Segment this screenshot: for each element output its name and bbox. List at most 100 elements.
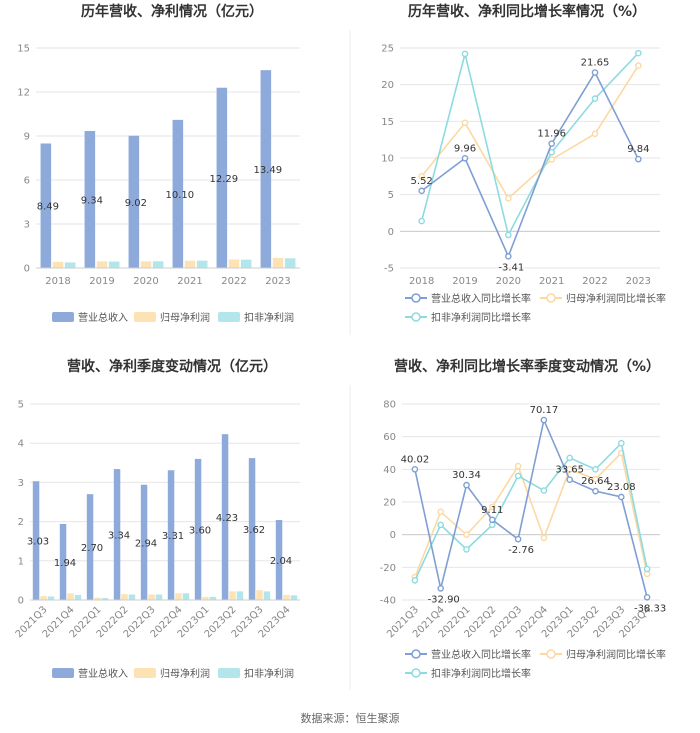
quarterly-bar-deducted [47,596,55,600]
quarterly-data-label: 1.94 [54,558,76,569]
annual_growth-point-2 [635,49,642,57]
quarterly-bar-revenue [194,458,202,600]
quarterly-bar-netprofit [229,591,236,600]
quarterly-data-label: 2.94 [135,538,157,549]
annual-legend-swatch [52,312,74,322]
annual_growth-data-label: -3.41 [498,262,524,273]
quarterly_growth-point-0 [463,481,470,489]
quarterly_growth-data-label: 26.64 [581,476,610,487]
annual-legend-label: 归母净利润 [160,311,210,324]
quarterly-bar-revenue [59,523,67,600]
quarterly_growth-title: 营收、净利同比增长率季度变动情况（%） [394,358,660,375]
annual-xtick-label: 2021 [177,276,202,287]
annual-bar-netprofit [228,259,240,268]
annual_growth-series-line-0 [421,70,640,259]
annual_growth-point-1 [548,156,555,163]
quarterly_growth-point-2 [540,487,548,494]
annual-bar-revenue [128,135,140,268]
annual-bar-netprofit [52,261,64,268]
annual-data-label: 9.34 [81,196,103,207]
annual_growth-data-label: 9.84 [627,144,649,155]
quarterly_growth-point-2 [592,466,599,473]
annual-bar-deducted [152,261,164,268]
annual_growth-point-2 [505,231,512,239]
annual-bar-revenue [40,143,52,268]
quarterly_growth-data-label: 9.11 [481,505,503,516]
quarterly_growth-ytick-label: -40 [380,596,396,607]
annual_growth-xtick-label: 2019 [452,276,477,287]
quarterly_growth-legend-label: 扣非净利润同比增长率 [431,667,531,680]
quarterly_growth-series-line-2 [414,441,648,581]
annual_growth-point-1 [461,119,469,127]
annual-data-label: 9.02 [125,198,147,209]
annual_growth-point-0 [591,69,599,76]
quarterly_growth-series-line-0 [414,417,648,598]
annual-data-label: 10.10 [166,190,195,201]
quarterly-ytick-label: 3 [18,478,24,489]
quarterly_growth-point-2 [566,454,574,462]
annual-bar-netprofit [140,261,152,268]
quarterly-ytick-label: 0 [18,596,24,607]
quarterly-ytick-label: 4 [18,439,24,450]
quarterly_growth-series-line-1 [414,451,648,578]
quarterly-bar-revenue [32,481,40,600]
quarterly_growth-data-label: 30.34 [452,470,481,481]
annual_growth-point-2 [591,95,599,102]
annual_growth-xtick-label: 2020 [496,276,521,287]
quarterly_growth-point-1 [437,508,445,516]
quarterly-ytick-label: 1 [18,556,24,567]
annual-xtick-label: 2018 [45,276,70,287]
quarterly_growth-point-0 [566,476,574,484]
annual_growth-ytick-label: 10 [381,154,394,165]
quarterly_growth-legend-marker [411,649,421,659]
quarterly_growth-point-2 [643,565,651,573]
annual-bar-deducted [64,262,76,268]
annual-ytick-label: 9 [24,132,30,143]
annual_growth-point-2 [418,217,425,225]
quarterly_growth-point-0 [411,466,419,473]
quarterly-legend-swatch [134,668,156,678]
quarterly_growth-point-1 [540,534,548,542]
annual_growth-point-2 [461,50,469,58]
quarterly-data-label: 2.04 [270,556,292,567]
annual_growth-ytick-label: -5 [384,264,394,275]
annual-data-label: 12.29 [210,174,239,185]
quarterly-bar-deducted [182,593,190,600]
quarterly_growth-point-0 [437,585,445,592]
annual_growth-ytick-label: 0 [388,227,394,238]
annual-legend-label: 营业总收入 [78,311,128,324]
annual-bar-netprofit [184,260,196,268]
quarterly_growth-point-2 [463,546,470,553]
quarterly-bar-netprofit [256,590,263,600]
quarterly-revenue-profit-chart: 营收、净利季度变动情况（亿元）0123452021Q32021Q42022Q12… [14,358,300,680]
annual_growth-data-label: 5.52 [411,176,433,187]
annual_growth-legend-label: 营业总收入同比增长率 [431,292,531,305]
quarterly-bar-revenue [140,484,148,600]
quarterly_growth-point-0 [643,593,651,601]
annual-ytick-label: 6 [24,176,30,187]
quarterly_growth-point-1 [488,503,496,511]
quarterly_growth-point-2 [514,472,522,480]
annual_growth-legend-label: 归母净利润同比增长率 [566,292,666,305]
annual-legend-swatch [218,312,240,322]
quarterly_growth-data-label: 40.02 [401,454,430,465]
quarterly-bar-deducted [74,594,82,600]
quarterly-legend-label: 归母净利润 [160,667,210,680]
quarterly_growth-legend-marker [546,649,556,659]
annual-xtick-label: 2022 [221,276,246,287]
annual-ytick-label: 3 [24,220,30,231]
annual-bar-deducted [108,261,120,268]
annual-revenue-profit-chart: 历年营收、净利情况（亿元） 0 3 6 9 12 15 2018 2019 2020 2021 202… [17,3,300,324]
quarterly-bar-netprofit [175,593,182,600]
quarterly-legend-label: 营业总收入 [78,667,128,680]
quarterly_growth-point-1 [566,466,574,473]
annual_growth-legend-label: 扣非净利润同比增长率 [431,311,531,324]
annual_growth-point-1 [635,62,642,69]
quarterly-bar-netprofit [94,597,101,600]
quarterly-bar-revenue [221,434,229,600]
annual-data-label: 13.49 [254,165,283,176]
quarterly_growth-data-label: 33.65 [555,465,584,476]
annual-xtick-label: 2023 [265,276,290,287]
quarterly-data-label: 3.62 [243,525,265,536]
annual_growth-ytick-label: 15 [381,117,394,128]
